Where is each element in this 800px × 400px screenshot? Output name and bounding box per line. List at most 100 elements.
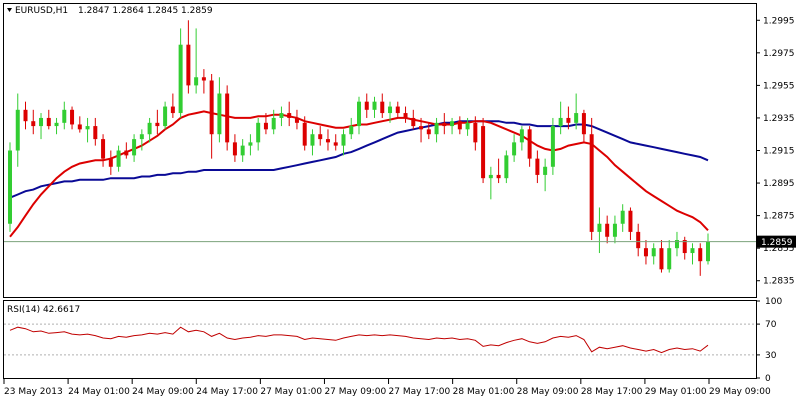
rsi-line [9, 326, 709, 354]
price-y-tick-label: 1.2955 [763, 81, 795, 91]
candle-bull [558, 117, 563, 127]
candle-bear [225, 93, 230, 143]
candle-bull [15, 109, 20, 151]
candle-bear [636, 231, 641, 249]
candle-bear [77, 124, 82, 130]
candle-bull [178, 44, 183, 114]
candle-bear [411, 117, 416, 127]
candle-bear [209, 80, 214, 135]
candle-bull [519, 129, 524, 143]
candle-bear [201, 77, 206, 81]
candle-bull [240, 145, 245, 156]
current-price-badge [756, 235, 796, 248]
candle-bull [147, 122, 152, 135]
x-tick-label: 28 May 17:00 [581, 387, 643, 397]
candle-bull [271, 117, 276, 130]
x-tick-label: 27 May 01:00 [260, 387, 322, 397]
price-y-tick-label: 1.2895 [763, 179, 795, 189]
candle-bear [527, 129, 532, 159]
candle-bull [139, 134, 144, 140]
candle-bull [574, 113, 579, 123]
chart-header: EURUSD,H1 1.2847 1.2864 1.2845 1.2859 [7, 6, 213, 16]
price-y-tick-label: 1.2835 [763, 277, 795, 287]
candle-bull [597, 223, 602, 232]
x-tick-label: 24 May 17:00 [196, 387, 258, 397]
candle-bull [651, 248, 656, 257]
rsi-y-tick-label: 70 [765, 320, 777, 330]
candle-bear [682, 240, 687, 254]
price-panel: 1.2995 1.2975 1.2955 1.2935 1.2915 1.2895 1.28… [4, 16, 796, 287]
candle-bear [605, 223, 610, 237]
candle-bear [442, 122, 447, 127]
x-tick-label: 29 May 09:00 [709, 387, 771, 397]
candle-bear [628, 210, 633, 232]
candle-bear [232, 142, 237, 156]
rsi-y-tick-label: 100 [765, 297, 782, 307]
candle-bear [294, 117, 299, 123]
candle-bear [380, 101, 385, 114]
x-tick-label: 27 May 17:00 [389, 387, 451, 397]
candle-bull [132, 139, 137, 156]
candle-bear [457, 121, 462, 130]
candle-bull [706, 241, 710, 262]
candle-bear [155, 122, 160, 127]
candle-bull [349, 126, 354, 135]
x-tick-label: 28 May 09:00 [517, 387, 579, 397]
candle-bear [302, 122, 307, 146]
x-axis: 23 May 2013 24 May 01:00 24 May 09:00 24 Ma… [3, 379, 771, 397]
candle-bull [674, 240, 679, 249]
candle-bull [8, 150, 12, 224]
candle-bull [450, 121, 455, 127]
candle-bull [550, 126, 555, 167]
candle-bear [566, 117, 571, 123]
candle-bull [54, 122, 59, 127]
candle-bear [318, 134, 323, 140]
candle-bear [364, 101, 369, 110]
candle-bear [589, 134, 594, 232]
candle-bear [23, 109, 28, 122]
candle-bear [186, 44, 191, 86]
rsi-panel: 100 70 30 0 [4, 297, 782, 384]
x-tick-label: 24 May 01:00 [68, 387, 130, 397]
candle-bear [643, 248, 648, 257]
rsi-y-tick-label: 30 [765, 351, 777, 361]
candle-bull [116, 150, 121, 167]
candle-bull [163, 106, 168, 127]
x-tick-label: 29 May 01:00 [645, 387, 707, 397]
candle-bear [93, 126, 98, 140]
candle-bear [101, 139, 106, 159]
rsi-y-tick-label: 0 [765, 374, 771, 384]
candle-bull [620, 210, 625, 224]
price-y-tick-label: 1.2855 [763, 244, 795, 254]
candle-bull [512, 142, 517, 156]
candle-bear [698, 248, 703, 262]
candle-bull [194, 77, 199, 86]
x-tick-label: 24 May 09:00 [132, 387, 194, 397]
price-panel-frame [3, 3, 757, 298]
price-y-tick-label: 1.2935 [763, 114, 795, 124]
symbol-triangle-icon [7, 8, 12, 12]
candle-bear [287, 113, 292, 118]
candle-bull [341, 134, 346, 146]
candle-bear [46, 117, 51, 127]
candle-bear [333, 142, 338, 146]
candle-bear [659, 248, 664, 270]
candle-bear [403, 113, 408, 118]
candle-bull [488, 174, 493, 179]
candle-bear [481, 126, 486, 179]
current-price-label: 1.2859 [761, 238, 793, 248]
candle-bull [388, 106, 393, 114]
candle-bull [39, 117, 44, 127]
candle-bear [124, 150, 129, 156]
candle-bull [690, 248, 695, 254]
candle-bear [70, 109, 75, 125]
candle-bear [170, 106, 175, 114]
x-tick-label: 23 May 2013 [4, 387, 63, 397]
candle-bear [473, 122, 478, 143]
price-y-tick-label: 1.2975 [763, 49, 795, 59]
price-y-tick-label: 1.2915 [763, 147, 795, 157]
candle-bull [465, 122, 470, 130]
candle-bull [543, 166, 548, 175]
ohlc-label: 1.2847 1.2864 1.2845 1.2859 [78, 6, 213, 16]
